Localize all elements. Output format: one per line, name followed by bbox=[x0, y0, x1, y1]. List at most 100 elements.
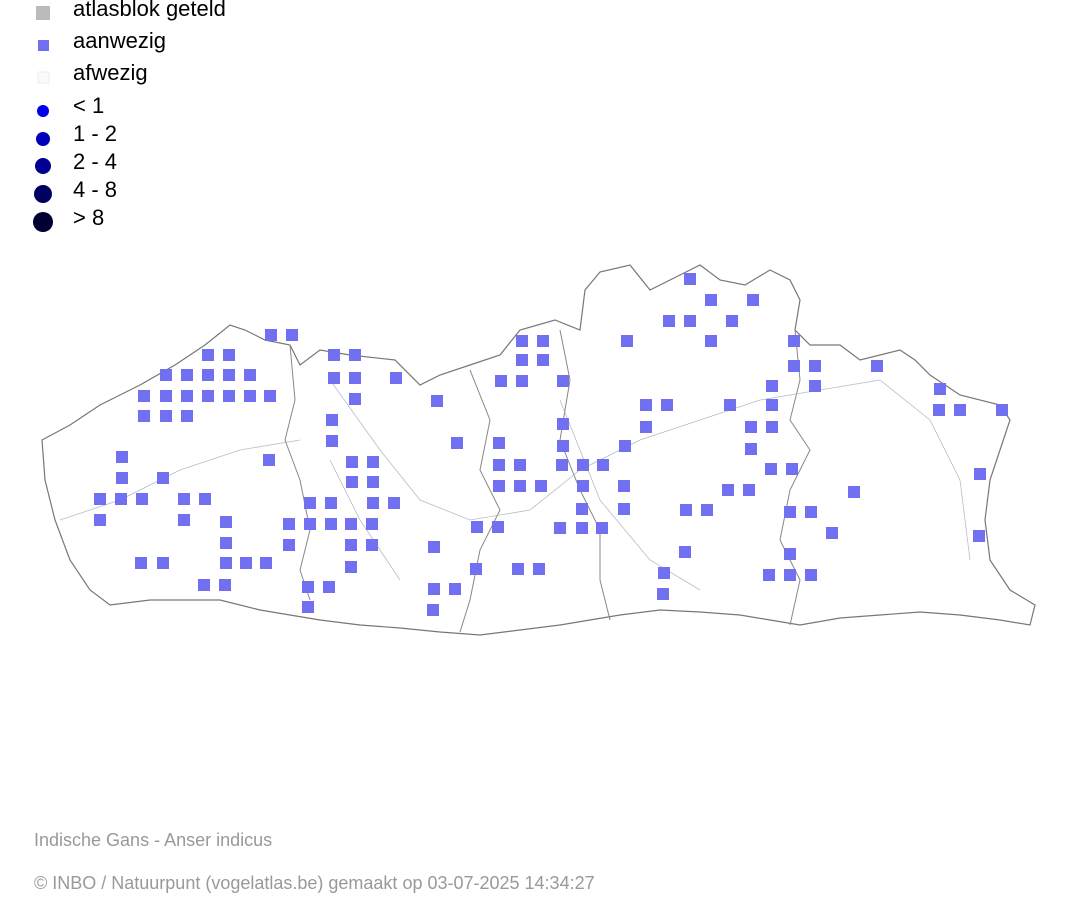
legend-label: aanwezig bbox=[73, 28, 166, 53]
presence-cell bbox=[202, 390, 214, 402]
presence-cell bbox=[115, 493, 127, 505]
presence-cell bbox=[514, 480, 526, 492]
presence-cell bbox=[784, 506, 796, 518]
presence-cell bbox=[326, 435, 338, 447]
presence-cell bbox=[302, 601, 314, 613]
presence-cell bbox=[493, 437, 505, 449]
presence-cell bbox=[684, 273, 696, 285]
presence-cell bbox=[244, 390, 256, 402]
presence-cell bbox=[576, 503, 588, 515]
presence-cell bbox=[328, 372, 340, 384]
presence-cell bbox=[577, 480, 589, 492]
presence-cell bbox=[556, 459, 568, 471]
presence-cell bbox=[367, 497, 379, 509]
legend-swatch bbox=[34, 185, 52, 203]
presence-cell bbox=[449, 583, 461, 595]
presence-cell bbox=[745, 443, 757, 455]
presence-cell bbox=[557, 440, 569, 452]
presence-cell bbox=[283, 539, 295, 551]
legend-label: afwezig bbox=[73, 60, 148, 85]
presence-cell bbox=[657, 588, 669, 600]
presence-cell bbox=[390, 372, 402, 384]
legend-swatch bbox=[38, 40, 49, 51]
presence-cell bbox=[621, 335, 633, 347]
presence-cell bbox=[765, 463, 777, 475]
presence-cell bbox=[766, 380, 778, 392]
legend-swatch bbox=[37, 105, 49, 117]
legend-label: 2 - 4 bbox=[73, 149, 117, 174]
legend-swatch bbox=[36, 6, 50, 20]
presence-cell bbox=[658, 567, 670, 579]
presence-cell bbox=[202, 349, 214, 361]
presence-cell bbox=[240, 557, 252, 569]
presence-cell bbox=[366, 518, 378, 530]
presence-cell bbox=[533, 563, 545, 575]
presence-cell bbox=[933, 404, 945, 416]
legend-label: atlasblok geteld bbox=[73, 0, 226, 21]
presence-cell bbox=[809, 360, 821, 372]
presence-cell bbox=[493, 480, 505, 492]
legend-swatch bbox=[33, 212, 53, 232]
presence-cell bbox=[537, 335, 549, 347]
legend-swatch bbox=[36, 132, 50, 146]
presence-cell bbox=[431, 395, 443, 407]
presence-cell bbox=[328, 349, 340, 361]
presence-cell bbox=[263, 454, 275, 466]
credit: © INBO / Natuurpunt (vogelatlas.be) gema… bbox=[34, 873, 595, 893]
presence-cell bbox=[809, 380, 821, 392]
presence-cell bbox=[705, 335, 717, 347]
presence-cell bbox=[138, 390, 150, 402]
presence-cell bbox=[871, 360, 883, 372]
presence-cell bbox=[493, 459, 505, 471]
presence-cell bbox=[283, 518, 295, 530]
presence-cell bbox=[323, 581, 335, 593]
presence-cell bbox=[388, 497, 400, 509]
presence-cell bbox=[160, 410, 172, 422]
presence-cell bbox=[345, 561, 357, 573]
presence-cell bbox=[724, 399, 736, 411]
presence-cell bbox=[640, 399, 652, 411]
presence-cell bbox=[934, 383, 946, 395]
presence-cell bbox=[495, 375, 507, 387]
presence-cell bbox=[788, 360, 800, 372]
presence-cell bbox=[366, 539, 378, 551]
presence-cell bbox=[135, 557, 147, 569]
presence-cell bbox=[304, 497, 316, 509]
presence-cell bbox=[786, 463, 798, 475]
presence-cell bbox=[346, 456, 358, 468]
presence-cell bbox=[661, 399, 673, 411]
presence-cell bbox=[516, 335, 528, 347]
presence-cell bbox=[260, 557, 272, 569]
presence-cell bbox=[679, 546, 691, 558]
presence-cell bbox=[304, 518, 316, 530]
presence-cell bbox=[220, 537, 232, 549]
presence-cell bbox=[516, 375, 528, 387]
presence-cell bbox=[576, 522, 588, 534]
presence-cell bbox=[640, 421, 652, 433]
presence-cell bbox=[181, 390, 193, 402]
presence-cell bbox=[367, 476, 379, 488]
presence-cell bbox=[618, 480, 630, 492]
presence-cell bbox=[349, 349, 361, 361]
presence-cell bbox=[220, 516, 232, 528]
presence-cell bbox=[726, 315, 738, 327]
presence-cell bbox=[492, 521, 504, 533]
presence-cell bbox=[345, 518, 357, 530]
presence-cell bbox=[244, 369, 256, 381]
presence-cell bbox=[763, 569, 775, 581]
presence-cell bbox=[223, 369, 235, 381]
presence-cell bbox=[514, 459, 526, 471]
presence-cells bbox=[94, 273, 1008, 616]
presence-cell bbox=[535, 480, 547, 492]
presence-cell bbox=[451, 437, 463, 449]
legend-label: 1 - 2 bbox=[73, 121, 117, 146]
presence-cell bbox=[157, 557, 169, 569]
presence-cell bbox=[705, 294, 717, 306]
presence-cell bbox=[199, 493, 211, 505]
presence-cell bbox=[557, 375, 569, 387]
presence-cell bbox=[848, 486, 860, 498]
presence-cell bbox=[220, 557, 232, 569]
presence-cell bbox=[554, 522, 566, 534]
presence-cell bbox=[181, 410, 193, 422]
presence-cell bbox=[198, 579, 210, 591]
